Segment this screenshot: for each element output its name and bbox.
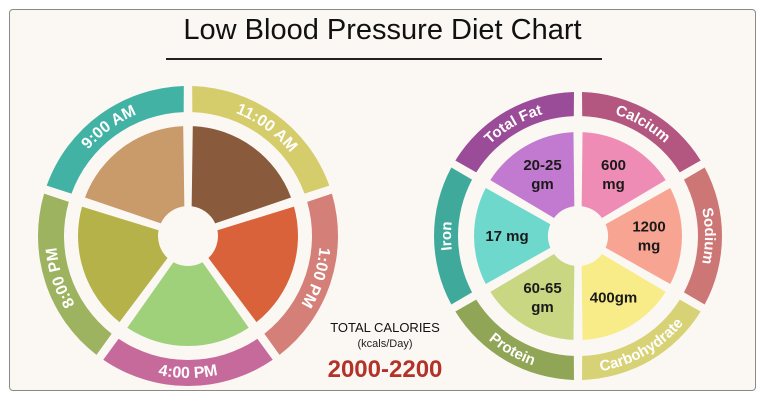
meal-label: 4:00 PM xyxy=(157,362,219,382)
ring-arc xyxy=(455,92,574,173)
nutrient-value: 1200 xyxy=(632,219,665,236)
wheel-center xyxy=(550,208,606,264)
nutrient-wedge xyxy=(490,132,575,218)
nutrient-value: 17 mg xyxy=(485,228,528,245)
title-underline xyxy=(166,58,602,60)
meal-wedge xyxy=(191,126,292,224)
ring-arc xyxy=(46,86,184,194)
nutrient-value: 400gm xyxy=(590,289,638,306)
ring-arc xyxy=(582,299,701,380)
meal-wedge xyxy=(84,126,185,224)
nutrient-segment: Iron 17 mg xyxy=(434,167,551,305)
total-calories-unit: (kcals/Day) xyxy=(357,338,413,350)
meal-segment: 4:00 PM xyxy=(103,262,273,386)
ring-arc xyxy=(38,193,112,355)
ring-arc xyxy=(455,299,574,380)
ring-arc xyxy=(434,167,473,305)
page-title: Low Blood Pressure Diet Chart xyxy=(183,14,582,46)
meal-wedge xyxy=(78,206,168,323)
nutrient-segment: Sodium 1200 mg xyxy=(605,167,722,305)
total-calories-label: TOTAL CALORIES xyxy=(330,320,440,335)
ring-arc xyxy=(103,338,273,386)
wheel-center xyxy=(160,208,216,264)
nutrient-value: mg xyxy=(602,176,625,193)
nutrient-wedge xyxy=(474,187,551,285)
nutrient-wedge xyxy=(581,254,666,340)
nutrient-label: Iron xyxy=(438,221,456,252)
total-calories-value: 2000-2200 xyxy=(327,356,443,383)
nutrient-value: 600 xyxy=(601,157,626,174)
ring-arc xyxy=(192,86,330,194)
nutrient-wedge xyxy=(581,132,666,218)
meal-wedge xyxy=(127,262,249,346)
ring-arc xyxy=(264,193,339,355)
nutrient-wedge xyxy=(605,187,683,285)
ring-arc xyxy=(683,167,722,305)
nutrient-value: 60-65 xyxy=(523,280,561,297)
ring-arc xyxy=(582,92,701,173)
meal-wedge xyxy=(208,206,298,323)
nutrient-wedge xyxy=(490,254,575,340)
nutrient-value: mg xyxy=(638,238,661,255)
nutrient-value: 20-25 xyxy=(523,157,561,174)
nutrient-value: gm xyxy=(531,299,554,316)
nutrient-label: Sodium xyxy=(698,206,718,265)
nutrient-value: gm xyxy=(531,176,554,193)
